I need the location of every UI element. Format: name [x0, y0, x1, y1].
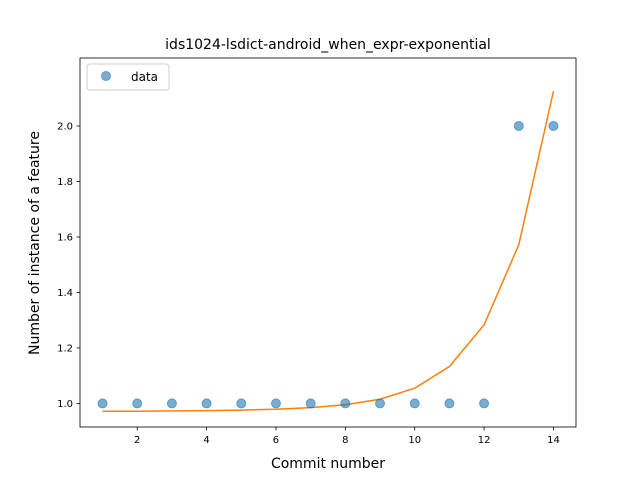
data-point — [236, 398, 247, 409]
plot-area — [79, 57, 577, 428]
data-point — [166, 398, 177, 409]
legend: data — [86, 63, 170, 91]
y-tick-label: 1.8 — [57, 177, 73, 188]
data-point — [201, 398, 212, 409]
y-tick-label: 1.0 — [57, 399, 73, 410]
data-point — [479, 398, 490, 409]
legend-label-data: data — [131, 70, 158, 84]
data-point — [305, 398, 316, 409]
y-axis: 1.0 1.2 1.4 1.6 1.8 2.0 — [57, 121, 80, 410]
x-tick-label: 14 — [547, 435, 560, 446]
chart-title: ids1024-lsdict-android_when_expr-exponen… — [165, 37, 491, 53]
data-point — [375, 398, 386, 409]
legend-marker-data — [101, 71, 111, 81]
x-tick-label: 10 — [408, 435, 421, 446]
y-tick-label: 1.6 — [57, 232, 73, 243]
y-tick-label: 2.0 — [57, 121, 73, 132]
x-tick-label: 6 — [273, 435, 279, 446]
legend-frame — [86, 63, 170, 91]
data-point — [340, 398, 351, 409]
data-point — [444, 398, 455, 409]
data-point — [270, 398, 281, 409]
x-tick-label: 2 — [134, 435, 140, 446]
y-tick-label: 1.2 — [57, 343, 73, 354]
data-point — [97, 398, 108, 409]
y-axis-label: Number of instance of a feature — [27, 131, 43, 355]
axes-frame — [79, 57, 577, 428]
x-axis-label: Commit number — [271, 456, 385, 472]
x-axis: 2 4 6 8 10 12 14 — [134, 427, 560, 446]
x-tick-label: 8 — [342, 435, 348, 446]
data-point — [513, 120, 524, 131]
fit-line — [102, 91, 555, 412]
data-point — [548, 120, 559, 131]
data-point — [132, 398, 143, 409]
data-point — [409, 398, 420, 409]
y-tick-label: 1.4 — [57, 288, 73, 299]
x-tick-label: 12 — [478, 435, 491, 446]
x-tick-label: 4 — [203, 435, 209, 446]
